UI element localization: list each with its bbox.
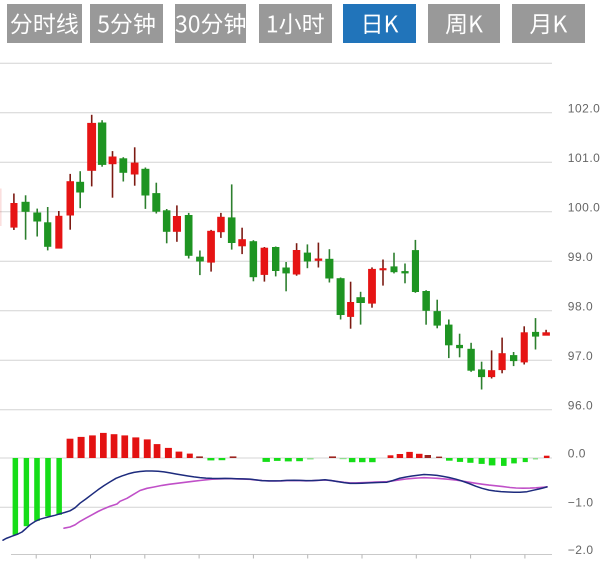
svg-text:102.0: 102.0 <box>568 101 601 115</box>
svg-text:98.0: 98.0 <box>568 299 593 313</box>
svg-text:96.0: 96.0 <box>568 398 593 412</box>
svg-text:97.0: 97.0 <box>568 349 593 363</box>
svg-text:99.0: 99.0 <box>568 250 593 264</box>
svg-text:−1.0: −1.0 <box>568 496 594 510</box>
svg-text:101.0: 101.0 <box>568 151 601 165</box>
svg-text:100.0: 100.0 <box>568 200 601 214</box>
svg-text:−2.0: −2.0 <box>568 543 594 557</box>
svg-text:0.0: 0.0 <box>568 446 586 460</box>
